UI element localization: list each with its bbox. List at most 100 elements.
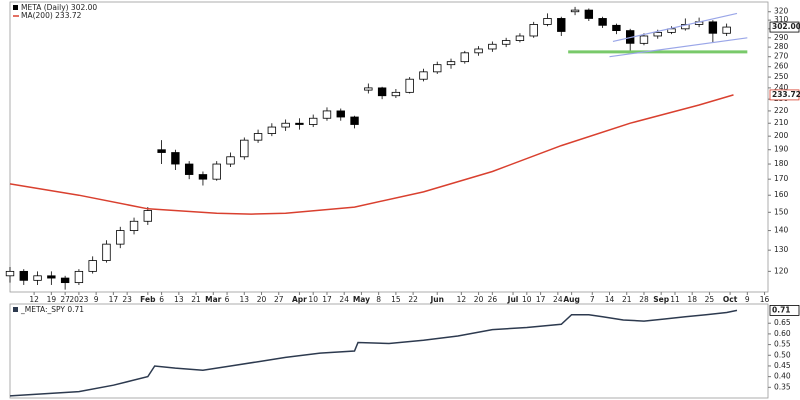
legend-label: MA(200) 233.72 [21, 11, 82, 20]
x-tick-label: 21 [622, 295, 632, 304]
candle-body [212, 163, 221, 180]
y-tick-label: 0.65 [774, 318, 791, 327]
legend-swatch [13, 307, 18, 312]
candle-body [102, 243, 111, 261]
last-value-label: 233.72 [772, 90, 800, 99]
candle-body [47, 275, 56, 279]
candle-body [116, 230, 125, 245]
candle-body [584, 9, 594, 19]
candle-body [501, 40, 511, 45]
candle-body [88, 260, 97, 272]
legend-label: META (Daily) 302.00 [21, 3, 97, 12]
candle-body [570, 9, 580, 13]
candle-body [281, 122, 290, 128]
y-tick-label: 150 [774, 207, 789, 216]
x-tick-label: 25 [705, 295, 715, 304]
y-tick-label: 140 [774, 226, 789, 235]
panel-frame [9, 1, 769, 293]
x-tick-label: 27 [60, 295, 70, 304]
candle-body [129, 220, 139, 231]
y-tick-label: 270 [774, 52, 789, 61]
x-tick-label: 21 [191, 295, 201, 304]
y-tick-label: 0.50 [774, 350, 791, 359]
x-tick-label: 10 [308, 295, 318, 304]
x-tick-label: 24 [339, 295, 349, 304]
x-tick-label: 19 [47, 295, 57, 304]
x-tick-label: 17 [536, 295, 546, 304]
moving-average-line [9, 94, 734, 215]
candle-body [515, 35, 525, 41]
x-tick-label: 28 [639, 295, 649, 304]
candle-body [653, 31, 662, 37]
candle-body [5, 270, 15, 277]
x-tick-label: 24 [553, 295, 563, 304]
candle-body [157, 149, 166, 153]
candle-body [708, 21, 718, 34]
y-tick-label: 310 [774, 15, 789, 24]
y-tick-label: 260 [774, 62, 789, 71]
y-tick-label: 200 [774, 131, 789, 140]
candle-body [474, 48, 483, 54]
candle-body [377, 87, 387, 97]
x-tick-label: 13 [174, 295, 184, 304]
x-tick-label: 10 [522, 295, 532, 304]
y-tick-label: 290 [774, 33, 789, 42]
candle-body [198, 174, 208, 180]
x-tick-label: 13 [240, 295, 250, 304]
candle-body [543, 18, 552, 25]
x-tick-label: 7 [590, 295, 595, 304]
y-tick-label: 0.60 [774, 329, 791, 338]
candle-body [226, 156, 235, 165]
y-tick-label: 220 [774, 106, 789, 115]
last-value-marker [769, 89, 800, 101]
x-tick-label: Aug [563, 295, 580, 304]
y-tick-label: 160 [774, 190, 789, 199]
x-tick-label: 9 [745, 295, 750, 304]
x-tick-label: 2023 [69, 295, 88, 304]
panel-frame [9, 303, 769, 399]
legend-swatch [13, 5, 18, 10]
candle-body [267, 126, 277, 134]
ratio-line [9, 309, 738, 397]
candle-body [529, 24, 538, 37]
candle-body [171, 152, 180, 165]
last-value-marker [769, 305, 800, 316]
y-tick-label: 120 [774, 266, 789, 275]
candle-body [322, 110, 332, 119]
candle-body [433, 64, 442, 73]
trend-line [609, 37, 748, 58]
trend-line [612, 12, 738, 43]
candle-body [19, 270, 28, 281]
y-tick-label: 0.55 [774, 340, 791, 349]
legend-label: _META:_SPY 0.71 [20, 305, 84, 314]
x-tick-label: 17 [322, 295, 332, 304]
y-tick-label: 0.35 [774, 382, 791, 391]
candle-body [350, 116, 359, 125]
x-tick-label: Apr [292, 295, 307, 304]
x-tick-label: 17 [109, 295, 119, 304]
y-tick-label: 280 [774, 42, 789, 51]
x-tick-label: 14 [605, 295, 615, 304]
candle-body [405, 78, 414, 93]
candle-body [364, 87, 373, 91]
x-tick-label: 15 [391, 295, 401, 304]
y-tick-label: 130 [774, 245, 789, 254]
candle-body [612, 24, 621, 31]
candle-body [557, 18, 566, 32]
x-tick-label: 11 [670, 295, 680, 304]
x-tick-label: Jun [429, 295, 443, 304]
x-tick-label: 12 [457, 295, 467, 304]
y-tick-label: 170 [774, 174, 789, 183]
x-tick-label: 12 [29, 295, 39, 304]
x-tick-label: 16 [760, 295, 770, 304]
y-tick-label: 180 [774, 159, 789, 168]
y-tick-label: 250 [774, 72, 789, 81]
y-tick-label: 190 [774, 145, 789, 154]
candle-body [639, 35, 649, 44]
x-tick-label: 27 [274, 295, 284, 304]
x-tick-label: 20 [257, 295, 267, 304]
x-tick-label: 20 [474, 295, 484, 304]
candle-body [460, 52, 469, 63]
y-tick-label: 210 [774, 118, 789, 127]
x-tick-label: 22 [408, 295, 418, 304]
